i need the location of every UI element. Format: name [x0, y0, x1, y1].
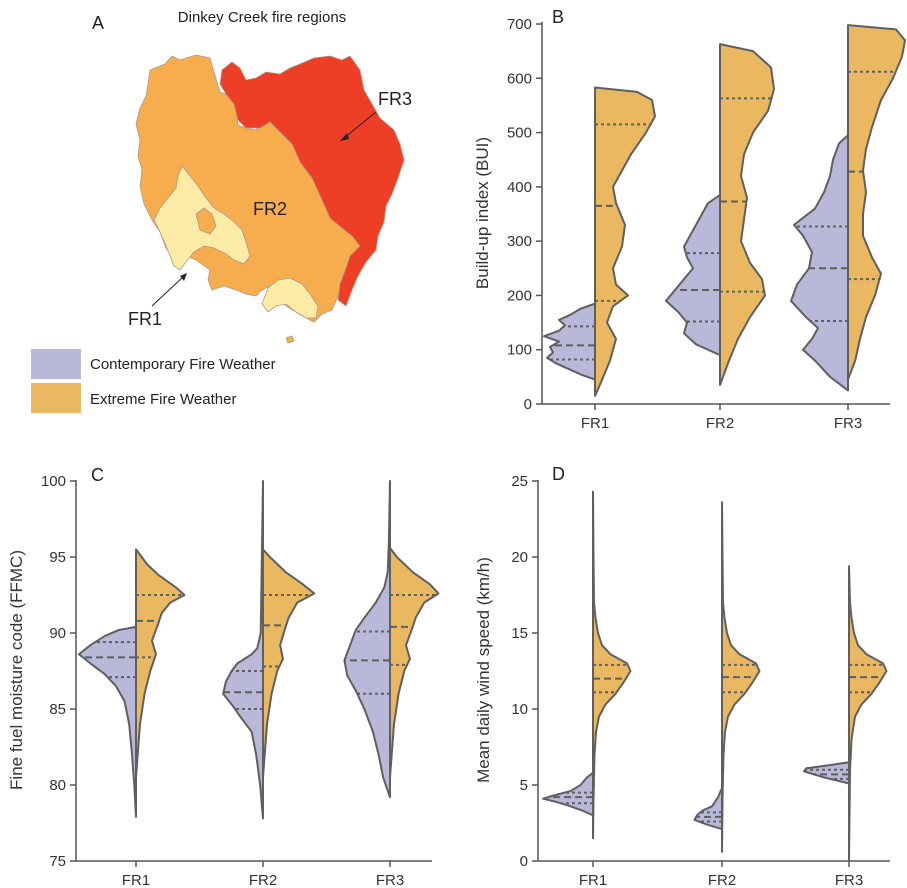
- x-tick-label-fr3: FR3: [835, 872, 863, 888]
- x-tick-label-fr2: FR2: [708, 872, 736, 888]
- legend: Contemporary Fire Weather Extreme Fire W…: [31, 349, 276, 413]
- x-tick-label-fr2: FR2: [706, 415, 734, 432]
- legend-label-contemporary: Contemporary Fire Weather: [90, 356, 276, 373]
- panel-a: A Dinkey Creek fire regions FR3 FR2 FR1 …: [31, 9, 412, 413]
- x-tick-label-fr3: FR3: [376, 872, 404, 888]
- y-tick-label: 20: [511, 549, 528, 566]
- fr1-map-label: FR1: [128, 309, 162, 329]
- panel-c: C Fine fuel moisture code (FFMC) 75 80 85 9…: [7, 465, 440, 888]
- x-tick-label-fr1: FR1: [122, 872, 150, 888]
- panel-d: D Mean daily wind speed (km/h) 0 5 10 15 20 2…: [474, 464, 890, 888]
- fire-region-map: [135, 54, 405, 344]
- y-tick-label: 0: [524, 396, 532, 413]
- y-tick-label: 15: [511, 625, 528, 642]
- y-tick-label: 85: [49, 701, 66, 718]
- x-tick-label-fr1: FR1: [579, 872, 607, 888]
- panel-b-y-axis-label: Build-up index (BUI): [473, 137, 492, 289]
- y-tick-label: 700: [507, 16, 532, 33]
- panel-d-ticks: 0 5 10 15 20 25 FR1 FR2 FR3: [511, 473, 863, 888]
- y-tick-label: 600: [507, 70, 532, 87]
- panel-c-y-axis-label: Fine fuel moisture code (FFMC): [7, 550, 26, 790]
- fr2-inner-patch: [195, 207, 217, 235]
- x-tick-label-fr3: FR3: [834, 415, 862, 432]
- violin-right-fr3: [847, 24, 906, 381]
- violin-left-fr1: [543, 302, 596, 381]
- y-tick-label: 200: [507, 287, 532, 304]
- panel-d-violins: [542, 490, 888, 862]
- y-tick-label: 5: [520, 777, 528, 794]
- panel-c-letter: C: [91, 465, 104, 485]
- violin-right-fr3: [848, 565, 888, 862]
- y-tick-label: 25: [511, 473, 528, 490]
- panel-d-letter: D: [552, 464, 565, 484]
- y-tick-label: 95: [49, 549, 66, 566]
- fr3-pointer-line: [343, 111, 377, 139]
- violin-left-fr3: [803, 761, 850, 785]
- y-tick-label: 300: [507, 233, 532, 250]
- violin-left-fr2: [693, 787, 723, 831]
- y-tick-label: 500: [507, 125, 532, 142]
- panel-c-violins: [78, 480, 440, 820]
- panel-d-y-axis-label: Mean daily wind speed (km/h): [474, 557, 493, 783]
- fr3-map-label: FR3: [378, 89, 412, 109]
- fr1-pointer-arrowhead: [180, 273, 187, 281]
- fr1-pointer-line: [151, 275, 185, 307]
- violin-left-fr2: [665, 194, 721, 357]
- violin-right-fr1: [594, 86, 656, 397]
- fr2-map-label: FR2: [253, 199, 287, 219]
- y-tick-label: 90: [49, 625, 66, 642]
- violin-left-fr2: [222, 480, 264, 820]
- legend-swatch-extreme: [31, 383, 81, 413]
- y-tick-label: 75: [49, 853, 66, 870]
- y-tick-label: 10: [511, 701, 528, 718]
- fr1-south-patch: [261, 277, 319, 319]
- panel-b-violins: [543, 24, 906, 397]
- panel-a-letter: A: [92, 13, 104, 33]
- fr2-region-shape: [135, 54, 369, 323]
- y-tick-label: 80: [49, 777, 66, 794]
- y-tick-label: 100: [507, 342, 532, 359]
- panel-c-ticks: 75 80 85 90 95 100 FR1 FR2 FR3: [41, 473, 404, 888]
- violin-left-fr3: [790, 134, 849, 392]
- legend-label-extreme: Extreme Fire Weather: [90, 391, 236, 408]
- y-tick-label: 400: [507, 179, 532, 196]
- y-tick-label: 100: [41, 473, 66, 490]
- violin-right-fr3: [389, 546, 440, 779]
- violin-right-fr2: [719, 43, 775, 386]
- x-tick-label-fr1: FR1: [581, 415, 609, 432]
- violin-left-fr1: [78, 625, 137, 818]
- panel-b: B Build-up index (BUI) 0 100 200 300 400 500 6…: [473, 7, 906, 432]
- violin-left-fr1: [542, 771, 594, 817]
- violin-right-fr2: [262, 548, 316, 779]
- violin-left-fr3: [343, 480, 391, 799]
- y-tick-label: 0: [520, 853, 528, 870]
- map-title: Dinkey Creek fire regions: [178, 9, 346, 26]
- panel-b-ticks: 0 100 200 300 400 500 600 700 FR1 FR2 FR3: [507, 16, 862, 432]
- fr2-islet: [285, 335, 295, 344]
- fr3-pointer-arrowhead: [340, 133, 349, 141]
- violin-right-fr1: [135, 548, 186, 779]
- legend-swatch-contemporary: [31, 349, 81, 379]
- panel-b-letter: B: [552, 7, 564, 27]
- x-tick-label-fr2: FR2: [249, 872, 277, 888]
- fr3-region-shape: [219, 55, 405, 307]
